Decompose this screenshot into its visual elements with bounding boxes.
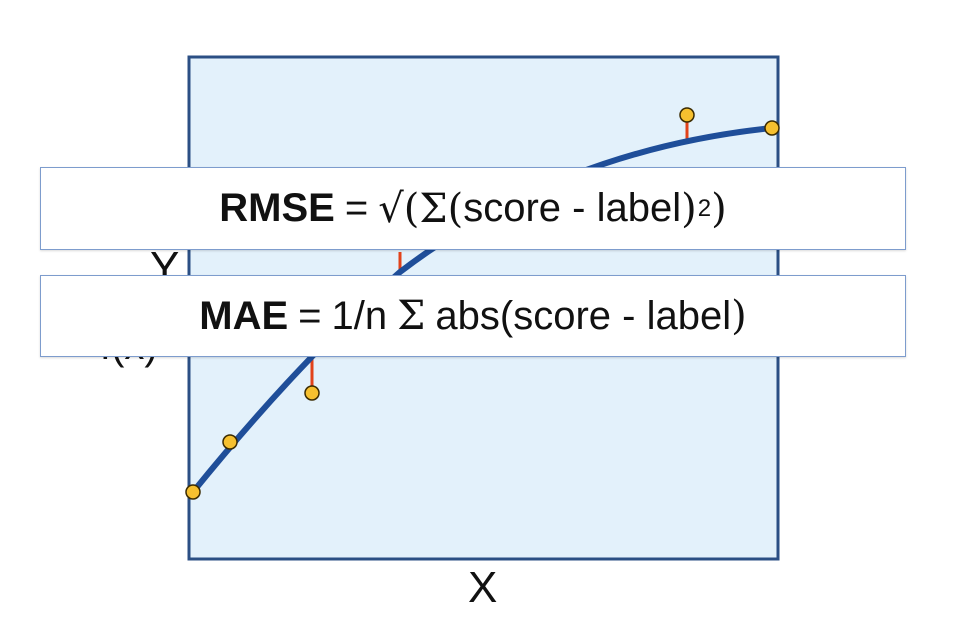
mae-formula-box: MAE = 1/n Σ abs(score - label ) <box>40 275 906 357</box>
mae-equals: = <box>298 293 322 338</box>
data-point <box>679 107 695 123</box>
rmse-inner-open-paren: ( <box>447 185 464 232</box>
mae-body: abs(score - label <box>435 293 732 338</box>
mae-factor: 1/n <box>331 293 388 338</box>
data-point <box>764 120 780 136</box>
sqrt-symbol: √ <box>378 185 404 232</box>
mae-close-paren: ) <box>731 293 747 339</box>
data-point <box>304 385 320 401</box>
data-point <box>222 434 238 450</box>
rmse-inner-expression: score - label <box>463 186 682 230</box>
regression-curve <box>190 125 775 495</box>
mae-label: MAE <box>199 293 289 338</box>
rmse-formula-box: RMSE = √ ( Σ ( score - label ) 2 ) <box>40 167 906 250</box>
mae-sigma-symbol: Σ <box>397 293 426 339</box>
rmse-exponent: 2 <box>697 194 712 222</box>
rmse-equals: = <box>344 186 369 230</box>
rmse-open-paren: ( <box>403 185 420 232</box>
rmse-label: RMSE <box>219 186 335 230</box>
rmse-close-paren: ) <box>711 185 727 232</box>
data-point <box>185 484 201 500</box>
data-points <box>185 107 780 500</box>
rmse-sigma-symbol: Σ <box>419 185 448 232</box>
rmse-inner-close-paren: ) <box>681 185 697 232</box>
x-axis-label: X <box>468 563 498 612</box>
